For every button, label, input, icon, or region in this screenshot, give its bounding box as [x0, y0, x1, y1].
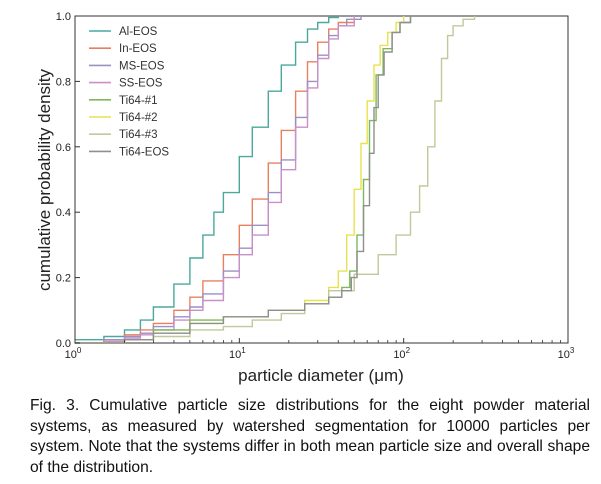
series-line-6	[75, 16, 476, 344]
legend-label-6: Ti64-#3	[119, 129, 158, 141]
legend-label-4: Ti64-#1	[119, 95, 158, 107]
chart-figure: 100 101 102 103 0.0 0.2 0.4 0.6 0.8 1.0 Al-EOS In-…	[35, 11, 575, 385]
figure-caption: Fig. 3. Cumulative particle size distrib…	[30, 397, 590, 476]
x-axis-title: particle diameter (μm)	[238, 366, 404, 385]
legend-label-2: MS-EOS	[119, 60, 165, 72]
ticks-layer: 100 101 102 103 0.0 0.2 0.4 0.6 0.8 1.0	[56, 11, 575, 361]
chart-svg: 100 101 102 103 0.0 0.2 0.4 0.6 0.8 1.0 Al-EOS In-…	[35, 11, 575, 385]
y-tick-label-1: 0.2	[56, 273, 71, 285]
x-tick-label-3: 103	[558, 346, 575, 361]
legend: Al-EOS In-EOS MS-EOS SS-EOS Ti64-#1 Ti64-#2 Ti…	[89, 26, 169, 158]
y-tick-label-2: 0.4	[56, 207, 71, 219]
series-line-7	[75, 16, 412, 344]
y-tick-label-5: 1.0	[56, 11, 71, 23]
series-layer	[75, 16, 476, 344]
x-tick-label-1: 101	[229, 346, 246, 361]
y-tick-label-3: 0.6	[56, 142, 71, 154]
y-tick-label-0: 0.0	[56, 338, 71, 350]
legend-label-0: Al-EOS	[119, 26, 158, 38]
legend-label-7: Ti64-EOS	[119, 146, 169, 158]
legend-label-1: In-EOS	[119, 43, 157, 55]
legend-label-3: SS-EOS	[119, 78, 163, 90]
series-line-1	[75, 16, 355, 344]
legend-label-5: Ti64-#2	[119, 112, 158, 124]
series-line-0	[75, 16, 339, 341]
x-tick-label-0: 100	[65, 346, 82, 361]
series-line-3	[75, 16, 355, 344]
x-tick-label-2: 102	[393, 346, 410, 361]
plot-area	[74, 15, 569, 344]
y-axis-title: cumulative probability density	[35, 68, 54, 291]
y-tick-label-4: 0.8	[56, 76, 71, 88]
